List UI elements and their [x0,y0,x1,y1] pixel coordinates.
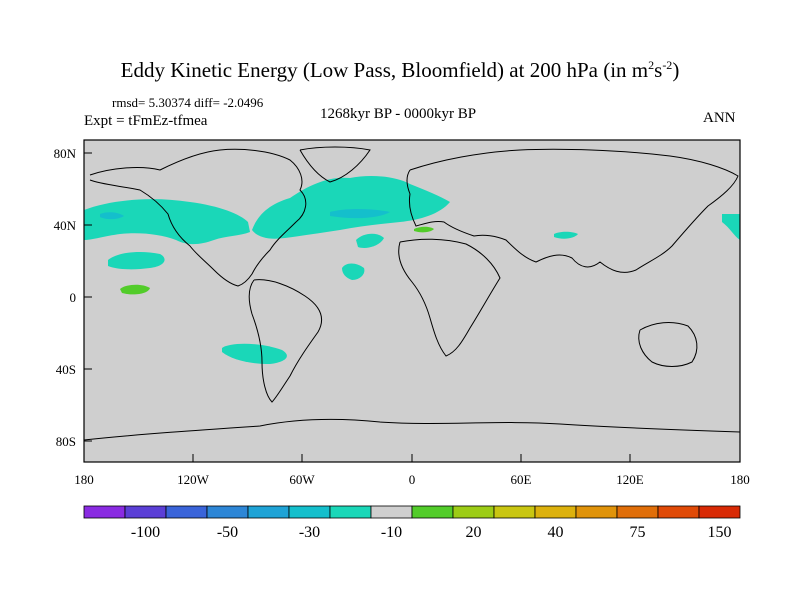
stats-label: rmsd= 5.30374 diff= -2.0496 [112,95,264,110]
colorbar-boxes [83,505,741,519]
season-label: ANN [703,110,736,126]
lon-label: 180 [730,472,750,487]
colorbar-box [616,505,659,519]
longitude-axis: 180 120W 60W 0 60E 120E 180 [74,454,750,487]
coastlines [83,146,741,441]
lon-label: 0 [409,472,416,487]
south-pacific-blob [222,343,287,364]
pacific-inner [100,212,124,220]
experiment-label: Expt = tFmEz-tfmea [84,113,208,129]
colorbar-label: -10 [381,524,402,541]
colorbar-box [657,505,700,519]
colorbar-label: -30 [299,524,320,541]
lon-label: 180 [74,472,94,487]
lon-label: 120E [616,472,644,487]
greenland-coast [299,146,371,183]
lat-label: 40S [56,362,76,377]
mid-atlantic-blob [356,233,384,248]
colorbar-box [575,505,618,519]
lat-label: 40N [54,218,77,233]
north-america-coast [89,148,307,287]
lat-label: 80N [54,146,77,161]
mediterranean-green [414,226,434,233]
colorbar-box [124,505,167,519]
colorbar-label: -100 [131,524,160,541]
tropical-pacific-green [120,284,150,295]
central-asia-blob [554,231,578,239]
south-america-coast [248,279,322,403]
colorbar-box [493,505,536,519]
colorbar-box [247,505,290,519]
colorbar-box [206,505,249,519]
colorbar-label: -50 [217,524,238,541]
colorbar-box [83,505,126,519]
eurasia-coast [406,148,739,273]
east-pacific-tropical [108,252,165,270]
colorbar-labels: -100 -50 -30 -10 20 40 75 150 [131,524,732,541]
colorbar-box [411,505,454,519]
antarctica-coast [83,418,741,441]
latitude-axis: 80N 40N 0 40S 80S [54,146,92,449]
colorbar-box [288,505,331,519]
colorbar-box [165,505,208,519]
colorbar-box [452,505,495,519]
subtropical-atlantic-blob [342,263,365,280]
lat-label: 0 [70,290,77,305]
atlantic-inner [330,209,390,219]
australia-coast [638,322,698,367]
colorbar-box [534,505,577,519]
lon-label: 120W [177,472,210,487]
colorbar-label: 40 [548,524,564,541]
colorbar-box [329,505,372,519]
period-label: 1268kyr BP - 0000kyr BP [320,106,477,122]
colorbar-label: 150 [708,524,732,541]
africa-coast [398,238,501,357]
north-pacific-band [84,199,250,245]
colorbar-box [370,505,413,519]
lon-label: 60W [289,472,315,487]
colorbar-label: 75 [630,524,646,541]
west-pacific-edge [722,214,740,240]
lon-label: 60E [511,472,532,487]
colorbar-label: 20 [466,524,482,541]
plot-title: Eddy Kinetic Energy (Low Pass, Bloomfiel… [120,58,680,82]
lat-label: 80S [56,434,76,449]
colorbar-box [698,505,741,519]
